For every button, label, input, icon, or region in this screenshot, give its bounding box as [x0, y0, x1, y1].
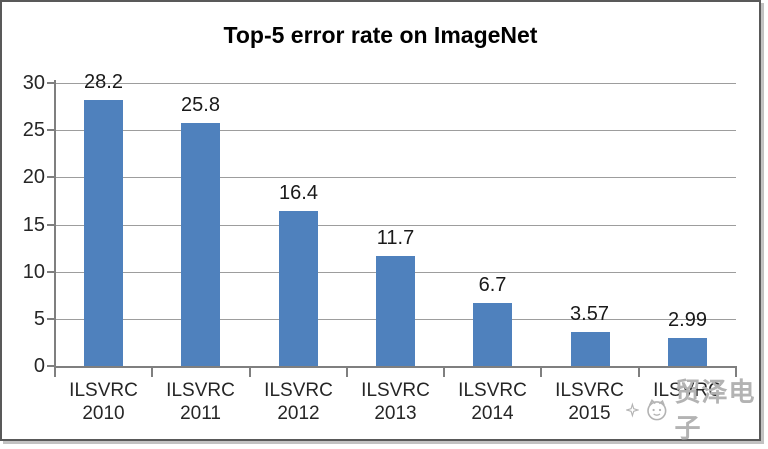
x-tick-mark — [540, 366, 542, 377]
bar-value-label: 6.7 — [478, 274, 507, 296]
y-tick-mark — [47, 82, 56, 84]
x-axis-label: ILSVRC 2013 — [361, 380, 430, 424]
y-axis-tick-label: 10 — [22, 261, 45, 283]
y-axis-tick-label: 15 — [22, 214, 45, 236]
bar-value-label: 3.57 — [570, 303, 609, 325]
y-tick-mark — [47, 271, 56, 273]
x-tick-mark — [151, 366, 153, 377]
gridline — [55, 177, 736, 178]
y-tick-mark — [47, 224, 56, 226]
sparkle-icon — [626, 402, 639, 418]
watermark-text: 贸泽电子 — [674, 377, 756, 443]
bar — [668, 338, 707, 366]
chart-frame: Top-5 error rate on ImageNet 0 5 10 15 20 25 3… — [22, 22, 761, 443]
y-tick-mark — [47, 318, 56, 320]
gridline — [55, 225, 736, 226]
gridline — [55, 130, 736, 131]
bar — [279, 211, 318, 366]
y-axis-line — [54, 80, 56, 377]
bar — [473, 303, 512, 366]
y-axis-tick-label: 20 — [22, 166, 45, 188]
cat-face-logo-icon — [647, 399, 667, 421]
bar-value-label: 25.8 — [181, 94, 220, 116]
bar — [181, 123, 220, 366]
bar-value-label: 16.4 — [279, 182, 318, 204]
x-axis-label: ILSVRC — [653, 380, 722, 401]
bar — [84, 100, 123, 366]
y-tick-mark — [47, 129, 56, 131]
plot-area: 0 5 10 15 20 25 30 28.2 ILSVRC 2010 25.8 ILSVRC 20… — [22, 71, 737, 424]
x-tick-mark — [443, 366, 445, 377]
x-axis-label: ILSVRC 2015 — [555, 380, 624, 424]
gridline — [55, 83, 736, 84]
x-tick-mark — [346, 366, 348, 377]
x-axis-label: ILSVRC 2010 — [69, 380, 138, 424]
y-tick-mark — [47, 176, 56, 178]
y-axis-tick-label: 25 — [22, 119, 45, 141]
bar — [376, 256, 415, 366]
y-axis-tick-label: 5 — [33, 308, 45, 330]
bar-value-label: 28.2 — [84, 71, 123, 93]
y-axis-tick-label: 30 — [22, 72, 45, 94]
x-axis-label: ILSVRC 2012 — [264, 380, 333, 424]
bar-value-label: 2.99 — [668, 309, 707, 331]
x-axis-line — [54, 366, 737, 368]
y-axis-tick-label: 0 — [33, 355, 45, 377]
chart-title: Top-5 error rate on ImageNet — [223, 22, 538, 48]
watermark: 贸泽电子 — [626, 377, 761, 443]
bar-value-label: 11.7 — [376, 227, 415, 249]
x-axis-label: ILSVRC 2014 — [458, 380, 527, 424]
x-tick-mark — [54, 366, 56, 377]
bar — [571, 332, 610, 366]
x-tick-mark — [735, 366, 737, 377]
y-tick-mark — [47, 365, 56, 367]
x-tick-mark — [638, 366, 640, 377]
x-tick-mark — [249, 366, 251, 377]
x-axis-label: ILSVRC 2011 — [166, 380, 235, 424]
